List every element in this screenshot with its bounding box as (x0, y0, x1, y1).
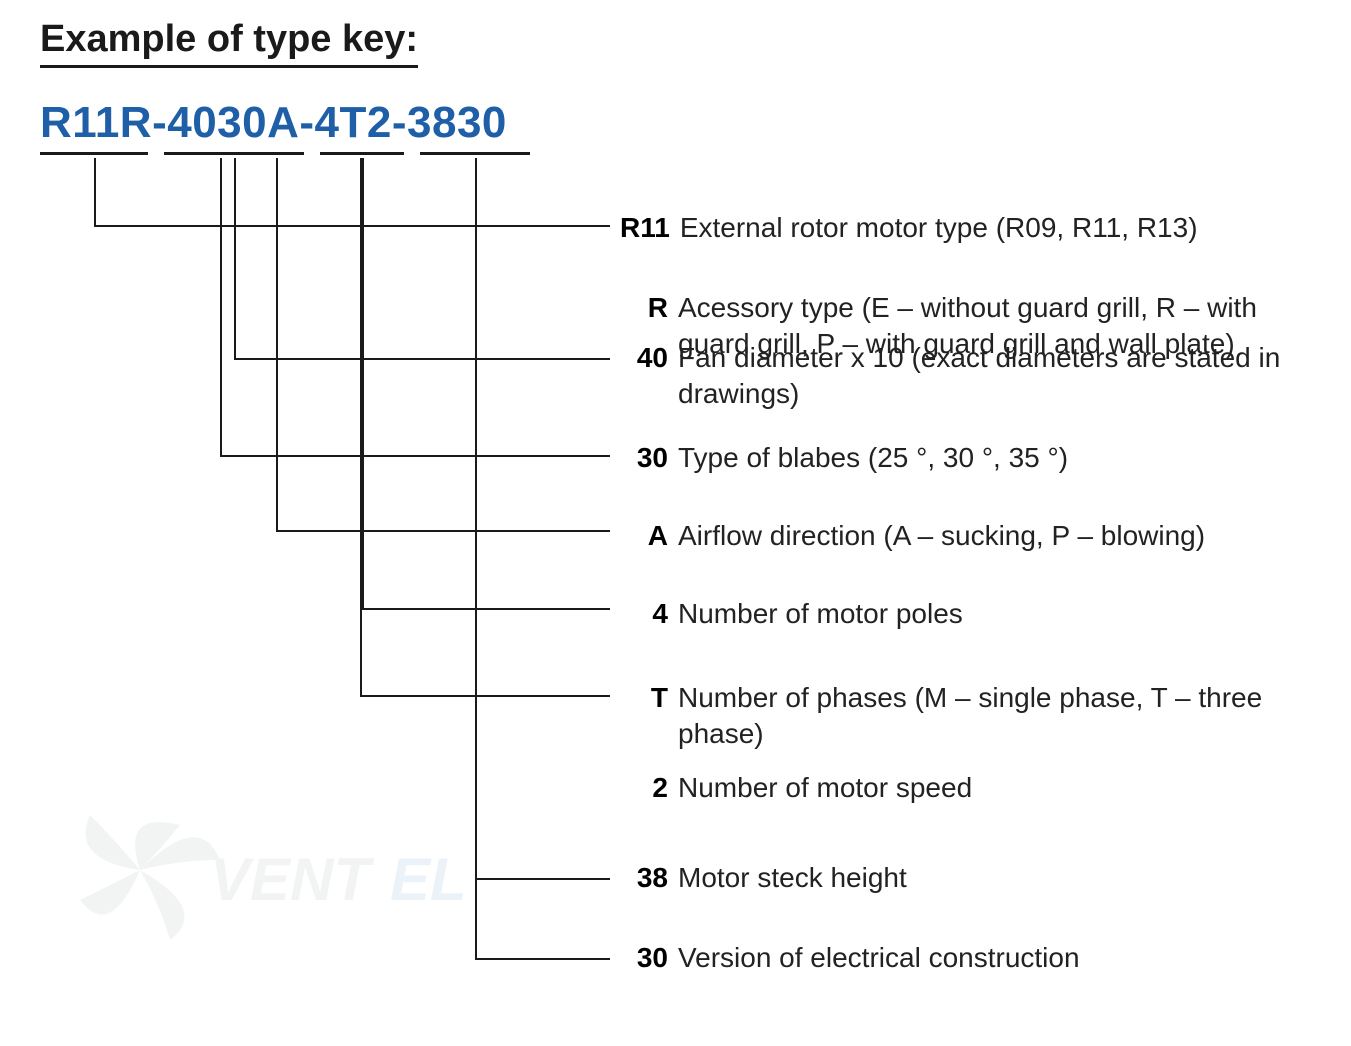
segment-underline-2 (320, 152, 404, 155)
legend-desc: Type of blabes (25 °, 30 °, 35 °) (678, 440, 1320, 476)
legend-row: 30 Type of blabes (25 °, 30 °, 35 °) (620, 440, 1320, 476)
legend-row: 40 Fan diameter x 10 (exact diameters are… (620, 340, 1320, 412)
legend-row: R11 External rotor motor type (R09, R11, … (620, 210, 1320, 246)
connector-line (220, 455, 610, 457)
svg-text:VENT: VENT (210, 846, 374, 913)
connector-line (276, 158, 278, 530)
legend-desc: Number of motor speed (678, 770, 1320, 806)
legend-key: 38 (620, 860, 668, 896)
connector-line (475, 958, 610, 960)
legend-key: R (620, 290, 668, 326)
legend-desc: Fan diameter x 10 (exact diameters are s… (678, 340, 1320, 412)
segment-underline-0 (40, 152, 148, 155)
legend-desc: Version of electrical construction (678, 940, 1320, 976)
legend-key: T (620, 680, 668, 716)
watermark-logo: VENT EL (70, 760, 490, 980)
connector-line (360, 695, 610, 697)
connector-line (475, 878, 610, 880)
legend-row: 30 Version of electrical construction (620, 940, 1320, 976)
connector-line (362, 158, 364, 608)
connector-line (220, 158, 222, 455)
legend-row: T Number of phases (M – single phase, T –… (620, 680, 1320, 752)
legend-key: R11 (620, 210, 670, 246)
legend-row: 38 Motor steck height (620, 860, 1320, 896)
legend-key: 4 (620, 596, 668, 632)
segment-underline-3 (420, 152, 530, 155)
legend-desc: Airflow direction (A – sucking, P – blow… (678, 518, 1320, 554)
legend-key: 30 (620, 440, 668, 476)
legend-key: A (620, 518, 668, 554)
legend-desc: Number of motor poles (678, 596, 1320, 632)
connector-line (94, 158, 96, 225)
connector-line (360, 158, 362, 695)
legend-row: 4 Number of motor poles (620, 596, 1320, 632)
connector-line (276, 530, 610, 532)
svg-text:EL: EL (390, 846, 467, 913)
legend-desc: Motor steck height (678, 860, 1320, 896)
segment-underline-1 (164, 152, 304, 155)
type-key-code: R11R-4030A-4T2-3830 (40, 98, 507, 148)
connector-line (234, 158, 236, 358)
legend-row: A Airflow direction (A – sucking, P – blo… (620, 518, 1320, 554)
connector-line (362, 608, 610, 610)
section-heading: Example of type key: (40, 18, 418, 68)
connector-line (94, 225, 610, 227)
legend-key: 30 (620, 940, 668, 976)
connector-line (234, 358, 610, 360)
legend-desc: Number of phases (M – single phase, T – … (678, 680, 1320, 752)
legend-key: 2 (620, 770, 668, 806)
legend-desc: External rotor motor type (R09, R11, R13… (680, 210, 1320, 246)
legend-key: 40 (620, 340, 668, 376)
legend-row: 2 Number of motor speed (620, 770, 1320, 806)
